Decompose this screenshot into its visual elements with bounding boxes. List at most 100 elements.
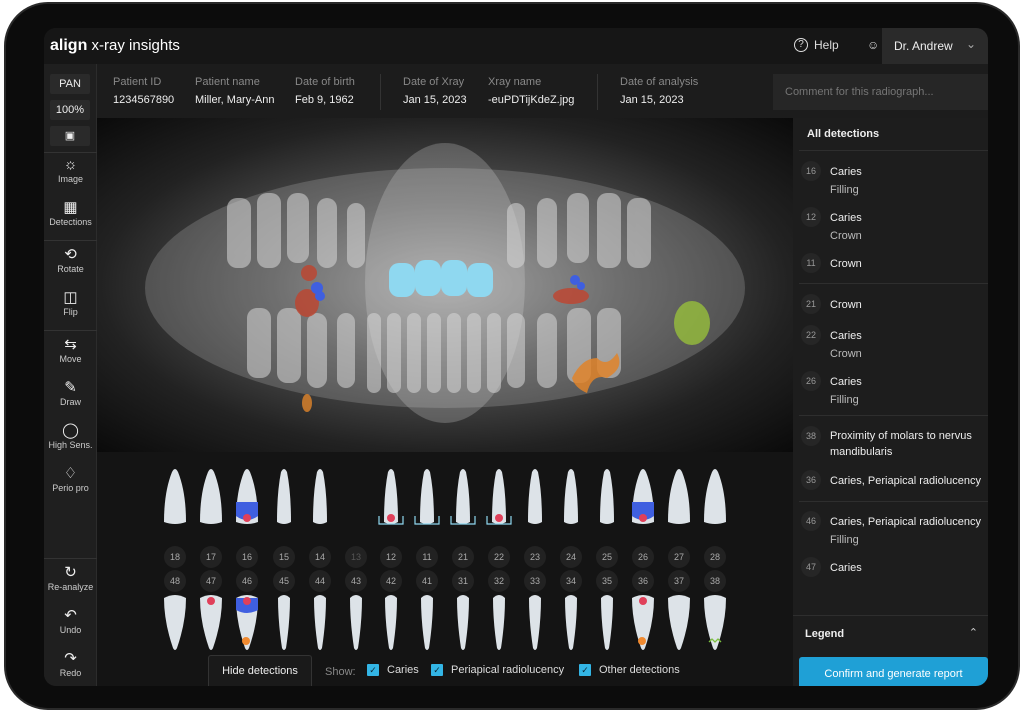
filter-caries[interactable]: ✓ Caries <box>367 664 419 676</box>
tooth-25[interactable] <box>600 469 614 524</box>
flip-tool[interactable]: ◫ Flip <box>44 289 97 317</box>
tooth-number-38[interactable]: 38 <box>704 570 726 592</box>
detection-item[interactable]: 38 Proximity of molars to nervus mandibul… <box>801 426 988 460</box>
tooth-18[interactable] <box>164 469 186 524</box>
tooth-number-47[interactable]: 47 <box>200 570 222 592</box>
tooth-number-32[interactable]: 32 <box>488 570 510 592</box>
tooth-number-13[interactable]: 13 <box>345 546 367 568</box>
detections-tool[interactable]: ▦ Detections <box>44 199 97 227</box>
pan-button[interactable]: PAN <box>50 74 90 94</box>
zoom-level[interactable]: 100% <box>50 100 90 120</box>
tooth-21[interactable] <box>450 469 476 525</box>
tooth-26[interactable] <box>632 469 654 524</box>
tooth-number-22[interactable]: 22 <box>488 546 510 568</box>
filter-periapical[interactable]: ✓ Periapical radiolucency <box>431 664 564 676</box>
tooth-28[interactable] <box>704 469 726 524</box>
detection-item[interactable]: 26 Caries Filling <box>801 371 988 409</box>
tooth-number-48[interactable]: 48 <box>164 570 186 592</box>
tooth-27[interactable] <box>668 469 690 524</box>
tooth-31[interactable] <box>457 595 469 650</box>
tooth-number-25[interactable]: 25 <box>596 546 618 568</box>
help-icon: ? <box>794 38 808 52</box>
tooth-number-18[interactable]: 18 <box>164 546 186 568</box>
tooth-number-27[interactable]: 27 <box>668 546 690 568</box>
tooth-number-26[interactable]: 26 <box>632 546 654 568</box>
tooth-number-11[interactable]: 11 <box>416 546 438 568</box>
tooth-number-15[interactable]: 15 <box>273 546 295 568</box>
detection-item[interactable]: 22 Caries Crown <box>801 325 988 363</box>
high-sens-tool[interactable]: ◯ High Sens. <box>44 422 97 450</box>
tooth-number-28[interactable]: 28 <box>704 546 726 568</box>
tooth-41[interactable] <box>421 595 433 650</box>
image-tool[interactable]: ☼ Image <box>44 156 97 184</box>
tooth-16[interactable] <box>236 469 258 524</box>
undo-button[interactable]: ↶ Undo <box>44 607 97 635</box>
tooth-11[interactable] <box>414 469 440 525</box>
tooth-number-41[interactable]: 41 <box>416 570 438 592</box>
perio-pro-tool[interactable]: ♢ Perio pro <box>44 465 97 493</box>
tooth-34[interactable] <box>565 595 577 650</box>
tooth-38[interactable] <box>704 595 726 650</box>
tooth-number-17[interactable]: 17 <box>200 546 222 568</box>
tooth-36[interactable] <box>632 595 654 650</box>
flip-icon: ◫ <box>63 289 78 306</box>
tooth-number-33[interactable]: 33 <box>524 570 546 592</box>
tooth-35[interactable] <box>601 595 613 650</box>
comment-input[interactable] <box>773 74 988 110</box>
tooth-number-24[interactable]: 24 <box>560 546 582 568</box>
detection-item[interactable]: 21 Crown <box>801 294 988 314</box>
detection-item[interactable]: 12 Caries Crown <box>801 207 988 245</box>
reanalyze-button[interactable]: ↻ Re-analyze <box>44 564 97 592</box>
tooth-22[interactable] <box>486 469 512 525</box>
filter-other[interactable]: ✓ Other detections <box>579 664 680 676</box>
detection-item[interactable]: 11 Crown <box>801 253 988 273</box>
tooth-32[interactable] <box>493 595 505 650</box>
detection-item[interactable]: 36 Caries, Periapical radiolucency <box>801 470 988 490</box>
tooth-number-46[interactable]: 46 <box>236 570 258 592</box>
tooth-number-16[interactable]: 16 <box>236 546 258 568</box>
tooth-number-45[interactable]: 45 <box>273 570 295 592</box>
draw-tool[interactable]: ✎ Draw <box>44 379 97 407</box>
tooth-number-31[interactable]: 31 <box>452 570 474 592</box>
confirm-report-button[interactable]: Confirm and generate report <box>799 657 988 686</box>
tooth-number-35[interactable]: 35 <box>596 570 618 592</box>
help-button[interactable]: ? Help <box>794 38 839 52</box>
tooth-number-43[interactable]: 43 <box>345 570 367 592</box>
tooth-number-21[interactable]: 21 <box>452 546 474 568</box>
tooth-number-44[interactable]: 44 <box>309 570 331 592</box>
tooth-14[interactable] <box>313 469 327 524</box>
tooth-number-14[interactable]: 14 <box>309 546 331 568</box>
move-tool[interactable]: ⇆ Move <box>44 336 97 364</box>
tooth-43[interactable] <box>350 595 362 650</box>
tooth-42[interactable] <box>385 595 397 650</box>
tooth-47[interactable] <box>200 595 222 650</box>
tooth-48[interactable] <box>164 595 186 650</box>
tooth-17[interactable] <box>200 469 222 524</box>
dental-chart: 18 48 17 47 16 46 15 45 14 44 13 43 12 42 11 41 21 31 22 32… <box>97 452 793 686</box>
fit-screen-button[interactable]: ▣ <box>50 126 90 146</box>
tooth-number-23[interactable]: 23 <box>524 546 546 568</box>
tooth-number-37[interactable]: 37 <box>668 570 690 592</box>
legend-toggle[interactable]: Legend ⌃ <box>793 615 988 649</box>
tooth-number-12[interactable]: 12 <box>380 546 402 568</box>
tooth-45[interactable] <box>278 595 290 650</box>
hide-detections-button[interactable]: Hide detections <box>208 655 312 686</box>
tooth-number-36[interactable]: 36 <box>632 570 654 592</box>
tooth-number-34[interactable]: 34 <box>560 570 582 592</box>
tooth-24[interactable] <box>564 469 578 524</box>
detection-item[interactable]: 47 Caries <box>801 557 988 577</box>
tooth-33[interactable] <box>529 595 541 650</box>
tooth-44[interactable] <box>314 595 326 650</box>
detection-item[interactable]: 16 Caries Filling <box>801 161 988 199</box>
tooth-15[interactable] <box>277 469 291 524</box>
detection-item[interactable]: 46 Caries, Periapical radiolucency Filling <box>801 511 988 549</box>
rotate-tool[interactable]: ⟲ Rotate <box>44 246 97 274</box>
tooth-37[interactable] <box>668 595 690 650</box>
tooth-number-42[interactable]: 42 <box>380 570 402 592</box>
xray-image[interactable] <box>97 118 793 452</box>
tooth-12[interactable] <box>378 469 404 525</box>
redo-button[interactable]: ↷ Redo <box>44 650 97 678</box>
user-dropdown[interactable]: Dr. Andrew ⌄ <box>882 28 988 64</box>
tooth-23[interactable] <box>528 469 542 524</box>
tooth-46[interactable] <box>236 595 258 650</box>
